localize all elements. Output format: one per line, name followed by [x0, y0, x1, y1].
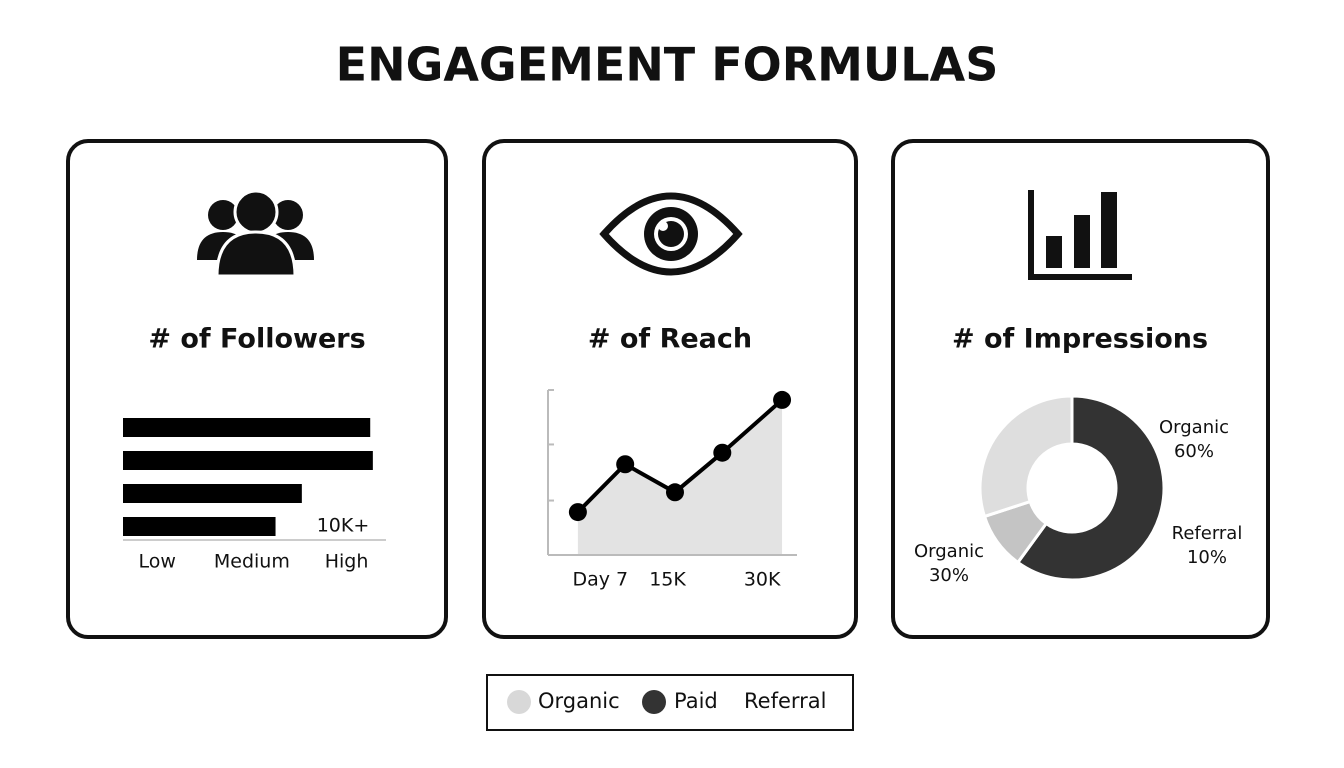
panel-title: # of Impressions: [952, 324, 1208, 355]
bar: [123, 517, 276, 536]
slice-value: 60%: [1174, 441, 1214, 462]
legend-label: Organic: [538, 689, 620, 713]
x-tick-label: Low: [138, 551, 175, 573]
panel: [66, 139, 448, 639]
slice-value: 30%: [929, 565, 969, 586]
bar: [123, 418, 371, 437]
point: [568, 503, 587, 522]
bar-chart-icon: [1028, 190, 1132, 280]
point: [713, 443, 732, 462]
people-icon: [197, 189, 314, 278]
legend-marker: [642, 690, 666, 714]
slice-label: Organic: [914, 541, 984, 562]
legend-marker: [507, 690, 531, 714]
x-tick-label: High: [325, 551, 369, 573]
area: [577, 399, 783, 555]
eye-icon: [599, 192, 743, 276]
point: [773, 390, 792, 409]
legend-label: Paid: [674, 689, 718, 713]
panel: [891, 139, 1270, 639]
legend-box: [486, 674, 854, 731]
slice-label: Organic: [1159, 417, 1229, 438]
panel: [482, 139, 858, 639]
bar: [123, 484, 302, 503]
x-tick-label: 15K: [649, 569, 686, 591]
legend-label: Referral: [744, 689, 826, 713]
page-title: ENGAGEMENT FORMULAS: [336, 38, 999, 92]
slice-label: Referral: [1172, 523, 1243, 544]
panel-title: # of Followers: [148, 324, 365, 355]
x-tick-label: 30K: [744, 569, 781, 591]
x-tick-label: Day 7: [572, 569, 628, 591]
bar: [123, 451, 373, 470]
donut-slice: [978, 394, 1074, 519]
annotation: 10K+: [317, 515, 370, 537]
panel-title: # of Reach: [588, 324, 752, 355]
x-tick-label: Medium: [214, 551, 290, 573]
point: [616, 455, 635, 474]
slice-value: 10%: [1187, 547, 1227, 568]
point: [665, 483, 684, 502]
donut-slice: [1015, 394, 1166, 582]
